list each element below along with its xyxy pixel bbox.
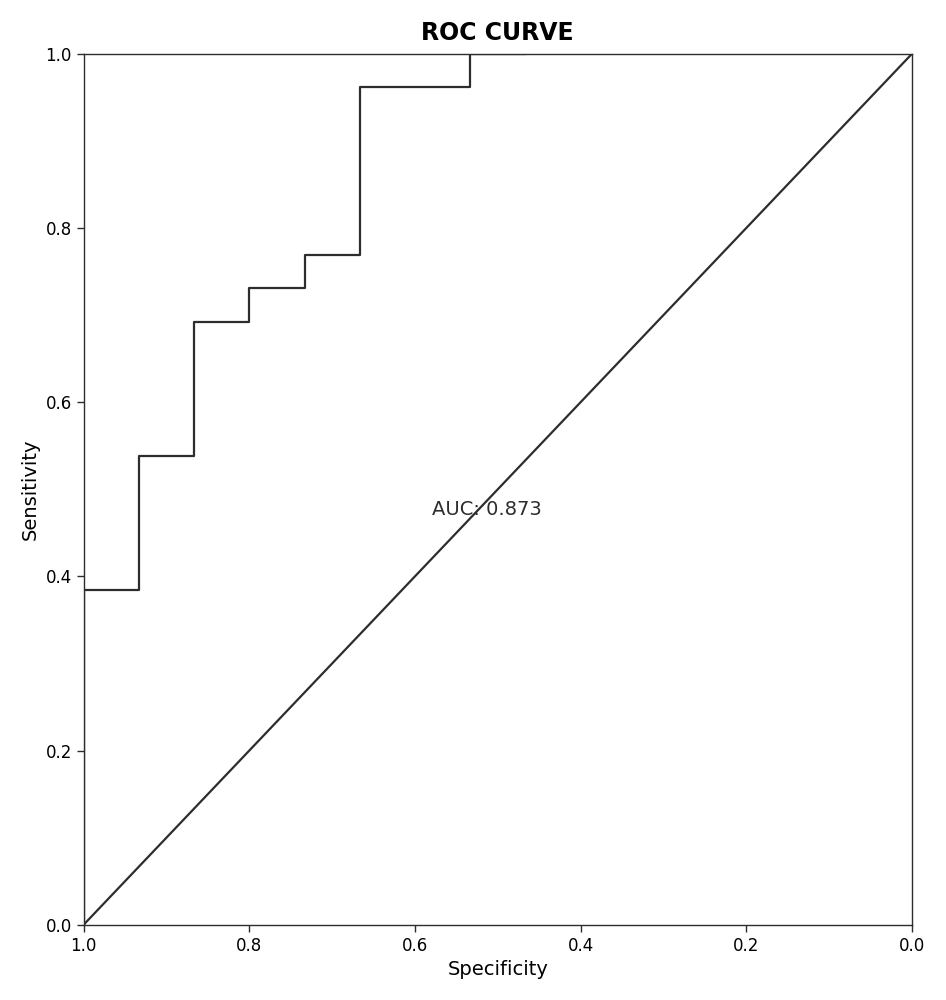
Y-axis label: Sensitivity: Sensitivity: [21, 439, 40, 540]
Text: AUC: 0.873: AUC: 0.873: [431, 500, 541, 519]
Title: ROC CURVE: ROC CURVE: [422, 21, 574, 45]
X-axis label: Specificity: Specificity: [447, 960, 549, 979]
